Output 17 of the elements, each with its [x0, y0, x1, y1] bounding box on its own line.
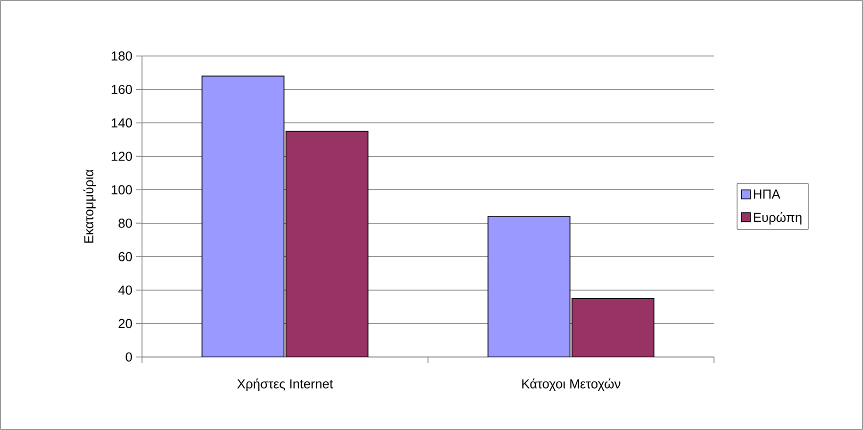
y-tick-label: 160 [112, 84, 132, 94]
bar [202, 76, 284, 357]
y-tick-label: 40 [118, 285, 132, 295]
y-tick-label: 0 [126, 352, 132, 362]
legend-label: Ευρώπη [754, 212, 802, 225]
y-tick-label: 180 [112, 51, 132, 61]
y-axis-title: Εκατομμύρια [83, 170, 96, 243]
y-tick-label: 100 [112, 185, 132, 194]
x-tick-label: Κάτοχοι Μετοχών [522, 378, 620, 392]
y-tick-label: 80 [118, 218, 132, 228]
y-tick-label: 120 [112, 152, 132, 161]
bar [488, 216, 570, 357]
legend-label: ΗΠΑ [754, 190, 780, 199]
y-tick-label: 60 [118, 252, 132, 262]
y-tick-label: 140 [112, 118, 132, 128]
y-tick-label: 20 [118, 318, 132, 328]
x-tick-label: Χρήστες Internet [237, 378, 333, 392]
